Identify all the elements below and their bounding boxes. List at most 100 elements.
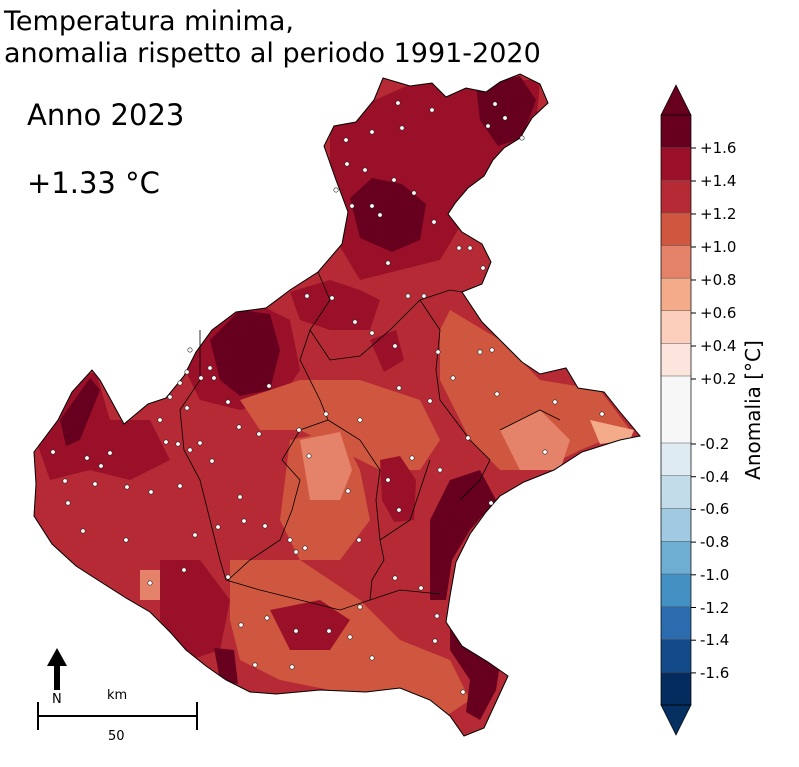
station-marker bbox=[124, 484, 130, 490]
colorbar-tick-label: +0.2 bbox=[700, 370, 737, 388]
station-marker bbox=[177, 483, 183, 489]
station-marker bbox=[362, 167, 368, 173]
station-marker bbox=[326, 628, 332, 634]
station-marker bbox=[92, 481, 98, 487]
station-marker bbox=[485, 123, 491, 129]
anomaly-zone-lagoon bbox=[430, 470, 496, 600]
north-arrow-shaft bbox=[54, 664, 60, 690]
station-marker bbox=[456, 245, 462, 251]
colorbar-tick-label: -0.4 bbox=[700, 467, 730, 486]
colorbar-segment bbox=[661, 115, 691, 149]
station-marker bbox=[418, 585, 424, 591]
province-border-treviso bbox=[419, 299, 491, 501]
north-arrow bbox=[47, 648, 67, 690]
anomaly-zone-feltre bbox=[370, 330, 404, 372]
station-marker bbox=[175, 441, 181, 447]
station-marker bbox=[80, 528, 86, 534]
colorbar-title: Anomalia [°C] bbox=[741, 340, 765, 480]
province-border-belluno bbox=[309, 271, 463, 361]
station-marker bbox=[264, 615, 270, 621]
station-marker bbox=[209, 458, 215, 464]
station-marker bbox=[333, 187, 339, 193]
station-marker bbox=[494, 391, 500, 397]
anomaly-zone-prealps bbox=[290, 280, 380, 330]
anomaly-zone-garda-core bbox=[60, 378, 100, 446]
station-marker bbox=[356, 537, 362, 543]
station-marker bbox=[434, 613, 440, 619]
colorbar-segment bbox=[661, 639, 691, 673]
station-marker bbox=[411, 190, 417, 196]
province-borders bbox=[179, 271, 561, 611]
colorbar-tick-label: -0.8 bbox=[700, 533, 730, 552]
station-marker bbox=[357, 417, 363, 423]
anomaly-zone-lessinia-core bbox=[210, 310, 280, 396]
station-marker bbox=[304, 293, 310, 299]
station-marker bbox=[349, 203, 355, 209]
station-marker bbox=[392, 343, 398, 349]
colorbar-segment bbox=[661, 541, 691, 575]
colorbar-tick-label: +0.4 bbox=[700, 337, 737, 355]
station-marker bbox=[377, 212, 383, 218]
station-marker bbox=[519, 135, 525, 141]
station-marker bbox=[409, 455, 415, 461]
north-label: N bbox=[52, 692, 62, 707]
station-marker bbox=[187, 447, 193, 453]
station-marker bbox=[167, 394, 173, 400]
station-marker bbox=[148, 489, 154, 495]
station-marker bbox=[396, 385, 402, 391]
province-border-vicenza bbox=[227, 329, 329, 581]
anomaly-zone-polesine bbox=[230, 560, 470, 720]
colorbar-segment bbox=[661, 180, 691, 214]
station-marker bbox=[302, 545, 308, 551]
scale-bar bbox=[37, 702, 198, 730]
station-marker bbox=[395, 100, 401, 106]
station-marker bbox=[385, 477, 391, 483]
colorbar-segment bbox=[661, 212, 691, 246]
station-marker bbox=[392, 575, 398, 581]
station-marker bbox=[450, 375, 456, 381]
colorbar-segment bbox=[661, 574, 691, 608]
station-marker bbox=[488, 500, 494, 506]
station-marker bbox=[157, 417, 163, 423]
colorbar-segment bbox=[661, 343, 691, 377]
colorbar-tick-label: +1.6 bbox=[700, 139, 737, 157]
station-marker bbox=[241, 518, 247, 524]
station-marker bbox=[489, 347, 495, 353]
station-marker bbox=[542, 449, 548, 455]
station-marker bbox=[184, 405, 190, 411]
station-marker bbox=[107, 450, 113, 456]
station-marker bbox=[296, 427, 302, 433]
anomaly-zone-mirano bbox=[380, 456, 416, 522]
station-marker bbox=[369, 655, 375, 661]
anomaly-zone-colli bbox=[300, 432, 352, 500]
station-marker bbox=[421, 293, 427, 299]
anomaly-zone-polesine-west bbox=[160, 560, 230, 660]
mean-anomaly-value: +1.33 °C bbox=[27, 166, 160, 200]
station-marker bbox=[460, 689, 466, 695]
colorbar-tick-label: +1.0 bbox=[700, 238, 737, 256]
colorbar-segment bbox=[661, 310, 691, 344]
station-marker bbox=[215, 524, 221, 530]
station-marker bbox=[323, 411, 329, 417]
anomaly-zone-northeast bbox=[476, 76, 536, 146]
station-marker bbox=[391, 177, 397, 183]
colorbar-frame bbox=[660, 114, 692, 706]
station-marker bbox=[65, 500, 71, 506]
station-marker bbox=[187, 347, 193, 353]
anomaly-zone-coast-east bbox=[590, 420, 634, 444]
station-marker bbox=[306, 453, 312, 459]
station-marker bbox=[599, 411, 605, 417]
station-marker bbox=[429, 107, 435, 113]
station-marker bbox=[480, 265, 486, 271]
station-marker bbox=[352, 319, 358, 325]
station-marker bbox=[552, 399, 558, 405]
station-marker bbox=[492, 101, 498, 107]
station-marker bbox=[266, 383, 272, 389]
station-marker bbox=[287, 537, 293, 543]
station-marker bbox=[184, 369, 190, 375]
colorbar-segment bbox=[661, 147, 691, 181]
colorbar-segment bbox=[661, 475, 691, 509]
colorbar-tick-label: -1.0 bbox=[700, 565, 730, 584]
province-border-east bbox=[499, 409, 561, 431]
